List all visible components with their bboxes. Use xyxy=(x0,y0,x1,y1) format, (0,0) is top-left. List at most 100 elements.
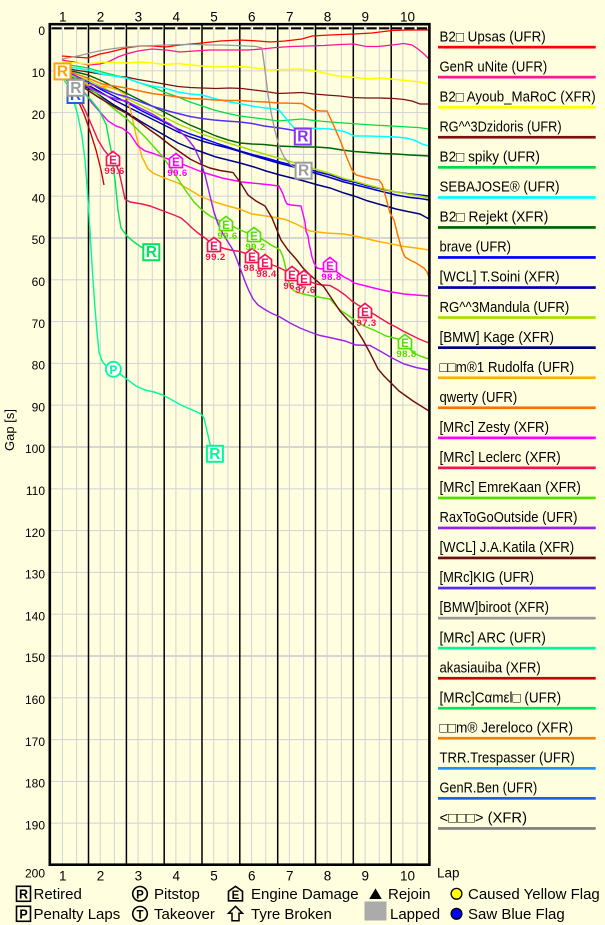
svg-text:4: 4 xyxy=(172,869,180,884)
svg-text:R: R xyxy=(19,888,28,902)
svg-text:Engine Damage: Engine Damage xyxy=(251,886,359,903)
svg-text:R: R xyxy=(146,244,157,261)
svg-text:99.6: 99.6 xyxy=(104,166,124,177)
svg-text:99.6: 99.6 xyxy=(217,231,237,242)
svg-text:Takeover: Takeover xyxy=(154,906,215,923)
svg-text:Pitstop: Pitstop xyxy=(154,886,200,903)
svg-text:E: E xyxy=(172,157,180,169)
svg-text:E: E xyxy=(222,220,230,232)
svg-text:7: 7 xyxy=(286,869,294,884)
svg-text:akasiauiba (XFR): akasiauiba (XFR) xyxy=(440,660,541,676)
svg-text:20: 20 xyxy=(32,108,46,122)
svg-text:200: 200 xyxy=(25,867,45,881)
svg-text:E: E xyxy=(250,231,258,243)
svg-text:R: R xyxy=(70,80,81,97)
svg-text:□□m® Jereloco (XFR): □□m® Jereloco (XFR) xyxy=(440,720,574,736)
svg-text:P: P xyxy=(136,889,144,901)
svg-text:SEBAJOSE® (UFR): SEBAJOSE® (UFR) xyxy=(440,180,560,196)
svg-text:99.2: 99.2 xyxy=(205,252,225,263)
svg-text:80: 80 xyxy=(32,359,46,373)
svg-text:6: 6 xyxy=(248,869,256,884)
svg-text:Gap [s]: Gap [s] xyxy=(2,409,17,451)
svg-text:E: E xyxy=(401,338,409,350)
svg-text:96.8: 96.8 xyxy=(283,281,304,292)
svg-text:60: 60 xyxy=(32,275,46,289)
svg-text:3: 3 xyxy=(135,10,143,25)
svg-text:Rejoin: Rejoin xyxy=(388,886,431,903)
svg-text:[MRc]Cαmεl□ (UFR): [MRc]Cαmεl□ (UFR) xyxy=(440,690,562,706)
svg-text:30: 30 xyxy=(32,150,46,164)
svg-text:E: E xyxy=(361,307,369,319)
svg-text:99.2: 99.2 xyxy=(245,242,265,253)
svg-text:GenR uNite (UFR): GenR uNite (UFR) xyxy=(440,59,548,75)
svg-text:R: R xyxy=(209,446,220,463)
svg-text:E: E xyxy=(326,261,334,273)
svg-text:3: 3 xyxy=(135,869,143,884)
svg-text:[MRc] Zesty (XFR): [MRc] Zesty (XFR) xyxy=(440,420,550,436)
svg-text:B2□ spiky (UFR): B2□ spiky (UFR) xyxy=(440,150,540,166)
svg-text:140: 140 xyxy=(25,609,45,623)
svg-text:1: 1 xyxy=(59,10,67,25)
svg-text:1: 1 xyxy=(59,869,67,884)
svg-text:70: 70 xyxy=(32,317,46,331)
svg-text:Tyre Broken: Tyre Broken xyxy=(251,906,332,923)
svg-text:[WCL] T.Soini (XFR): [WCL] T.Soini (XFR) xyxy=(440,270,560,286)
svg-text:10: 10 xyxy=(400,869,415,884)
svg-text:[WCL] J.A.Katila (XFR): [WCL] J.A.Katila (XFR) xyxy=(440,540,575,556)
svg-text:110: 110 xyxy=(26,484,45,498)
svg-text:[MRc]KIG (UFR): [MRc]KIG (UFR) xyxy=(440,570,534,586)
svg-text:RG^^3Dzidoris (UFR): RG^^3Dzidoris (UFR) xyxy=(440,119,562,135)
svg-text:GenR.Ben (UFR): GenR.Ben (UFR) xyxy=(440,781,538,797)
svg-text:5: 5 xyxy=(210,10,218,25)
svg-text:0: 0 xyxy=(38,24,45,38)
svg-text:Lap: Lap xyxy=(437,866,460,881)
svg-text:130: 130 xyxy=(25,568,45,582)
svg-text:E: E xyxy=(300,274,308,286)
svg-text:R: R xyxy=(297,129,308,146)
svg-text:98.4: 98.4 xyxy=(256,269,277,280)
svg-text:10: 10 xyxy=(400,10,415,25)
svg-text:E: E xyxy=(109,155,117,167)
svg-text:2: 2 xyxy=(97,10,105,25)
svg-text:B2□ Ayoub_MaRoC (XFR): B2□ Ayoub_MaRoC (XFR) xyxy=(440,89,596,105)
svg-text:100: 100 xyxy=(25,442,45,456)
svg-text:R: R xyxy=(298,163,309,180)
svg-text:4: 4 xyxy=(172,10,180,25)
svg-text:99.6: 99.6 xyxy=(167,168,187,179)
svg-text:40: 40 xyxy=(32,191,46,205)
svg-text:B2□ Upsas (UFR): B2□ Upsas (UFR) xyxy=(440,29,546,45)
svg-text:RG^^3Mandula (UFR): RG^^3Mandula (UFR) xyxy=(440,300,570,316)
svg-text:[MRc] ARC (UFR): [MRc] ARC (UFR) xyxy=(440,630,546,646)
svg-text:R: R xyxy=(57,63,68,80)
svg-text:T: T xyxy=(136,909,143,921)
svg-text:6: 6 xyxy=(248,10,256,25)
svg-text:E: E xyxy=(261,258,269,270)
svg-text:98.8: 98.8 xyxy=(321,272,342,283)
svg-text:5: 5 xyxy=(210,869,218,884)
svg-text:Lapped: Lapped xyxy=(390,906,440,923)
svg-text:8: 8 xyxy=(324,869,332,884)
svg-text:90: 90 xyxy=(32,400,46,414)
svg-text:TRR.Trespasser (UFR): TRR.Trespasser (UFR) xyxy=(440,751,575,767)
svg-text:[MRc] Leclerc (XFR): [MRc] Leclerc (XFR) xyxy=(440,450,561,466)
svg-text:Retired: Retired xyxy=(34,886,82,903)
svg-text:9: 9 xyxy=(362,10,370,25)
svg-text:E: E xyxy=(232,890,240,902)
svg-text:[BMW] Kage (XFR): [BMW] Kage (XFR) xyxy=(440,330,555,346)
svg-text:8: 8 xyxy=(324,10,332,25)
svg-text:Caused Yellow Flag: Caused Yellow Flag xyxy=(468,886,600,903)
svg-text:10: 10 xyxy=(32,66,46,80)
svg-text:97.3: 97.3 xyxy=(356,318,376,329)
svg-text:□□m®1 Rudolfa (UFR): □□m®1 Rudolfa (UFR) xyxy=(440,360,575,376)
svg-text:2: 2 xyxy=(97,869,105,884)
svg-text:190: 190 xyxy=(25,818,45,832)
svg-text:[MRc] EmreKaan (XFR): [MRc] EmreKaan (XFR) xyxy=(440,480,581,496)
svg-text:98.8: 98.8 xyxy=(396,349,417,360)
svg-text:Saw Blue Flag: Saw Blue Flag xyxy=(468,906,565,923)
svg-text:97.6: 97.6 xyxy=(295,285,315,296)
svg-text:98.8: 98.8 xyxy=(243,263,264,274)
svg-text:P: P xyxy=(19,908,27,922)
svg-text:B2□ Rejekt (XFR): B2□ Rejekt (XFR) xyxy=(440,210,549,226)
svg-text:qwerty (UFR): qwerty (UFR) xyxy=(440,390,518,406)
svg-text:E: E xyxy=(248,252,256,264)
